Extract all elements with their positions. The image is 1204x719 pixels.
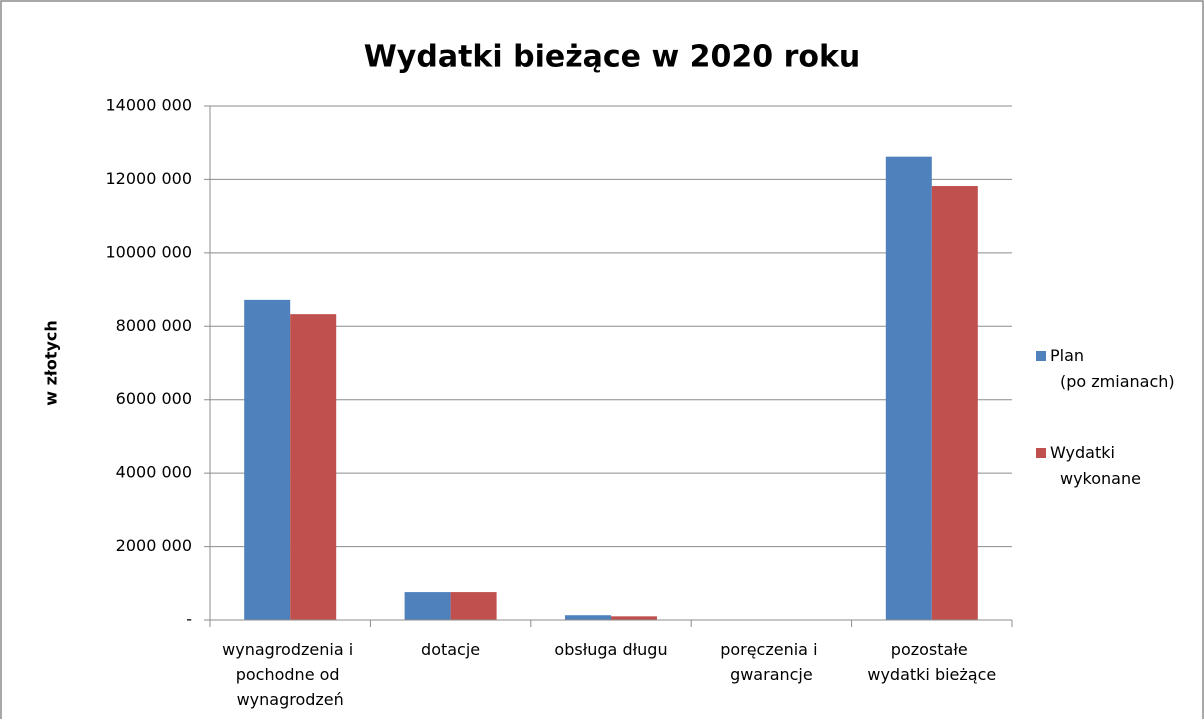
y-tick-label: 10000 000 bbox=[105, 242, 192, 261]
x-tick-label: pozostałe wydatki bieżące bbox=[867, 640, 996, 684]
legend-swatch bbox=[1036, 351, 1046, 361]
bar bbox=[450, 592, 497, 620]
bar bbox=[404, 592, 451, 620]
x-tick-label: obsługa długu bbox=[554, 640, 667, 659]
y-axis-label: w złotych bbox=[42, 320, 61, 406]
bar bbox=[931, 186, 978, 620]
y-tick-label: 6000 000 bbox=[116, 389, 192, 408]
bar bbox=[885, 156, 932, 620]
chart-title: Wydatki bieżące w 2020 roku bbox=[364, 40, 861, 75]
legend-swatch bbox=[1036, 448, 1046, 458]
y-tick-label: 4000 000 bbox=[116, 463, 192, 482]
y-tick-label: 12000 000 bbox=[105, 169, 192, 188]
legend-label: Wydatki wykonane bbox=[1050, 443, 1141, 488]
legend-label: Plan (po zmianach) bbox=[1050, 346, 1175, 391]
bar bbox=[565, 615, 611, 620]
bar bbox=[290, 314, 337, 620]
x-tick-label: wynagrodzenia i pochodne od wynagrodzeń bbox=[222, 640, 358, 709]
x-tick-label: poręczenia i gwarancje bbox=[720, 640, 822, 684]
y-tick-label: 2000 000 bbox=[116, 536, 192, 555]
x-tick-label: dotacje bbox=[421, 640, 480, 659]
bar bbox=[244, 299, 291, 620]
bar bbox=[611, 616, 657, 620]
y-tick-label: 14000 000 bbox=[105, 96, 192, 115]
y-tick-label: 8000 000 bbox=[116, 316, 192, 335]
y-tick-label: - bbox=[186, 610, 192, 629]
